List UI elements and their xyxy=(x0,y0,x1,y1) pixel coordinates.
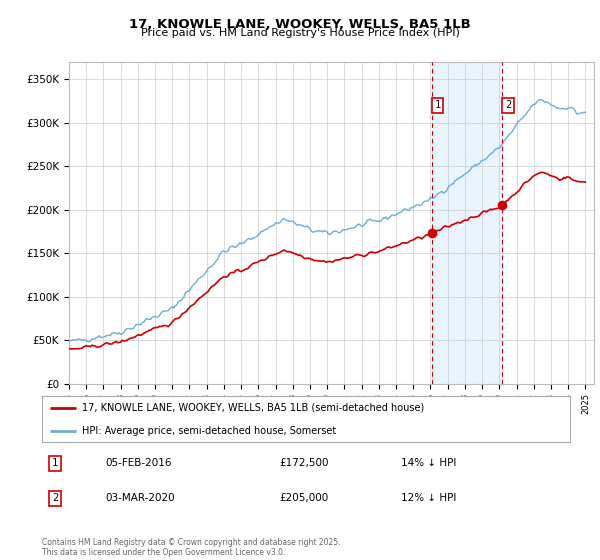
Text: 17, KNOWLE LANE, WOOKEY, WELLS, BA5 1LB: 17, KNOWLE LANE, WOOKEY, WELLS, BA5 1LB xyxy=(129,18,471,31)
Text: 1: 1 xyxy=(434,100,441,110)
Text: £172,500: £172,500 xyxy=(280,459,329,468)
Text: 1: 1 xyxy=(52,459,58,468)
Bar xyxy=(432,62,502,384)
Text: 03-MAR-2020: 03-MAR-2020 xyxy=(106,493,175,503)
Text: 17, KNOWLE LANE, WOOKEY, WELLS, BA5 1LB (semi-detached house): 17, KNOWLE LANE, WOOKEY, WELLS, BA5 1LB … xyxy=(82,403,424,413)
Text: 12% ↓ HPI: 12% ↓ HPI xyxy=(401,493,457,503)
Text: 2: 2 xyxy=(505,100,511,110)
Text: 2: 2 xyxy=(52,493,58,503)
Text: 14% ↓ HPI: 14% ↓ HPI xyxy=(401,459,457,468)
Text: £205,000: £205,000 xyxy=(280,493,329,503)
Text: 05-FEB-2016: 05-FEB-2016 xyxy=(106,459,172,468)
Text: Price paid vs. HM Land Registry's House Price Index (HPI): Price paid vs. HM Land Registry's House … xyxy=(140,28,460,38)
Text: Contains HM Land Registry data © Crown copyright and database right 2025.
This d: Contains HM Land Registry data © Crown c… xyxy=(42,538,341,557)
Text: HPI: Average price, semi-detached house, Somerset: HPI: Average price, semi-detached house,… xyxy=(82,426,336,436)
